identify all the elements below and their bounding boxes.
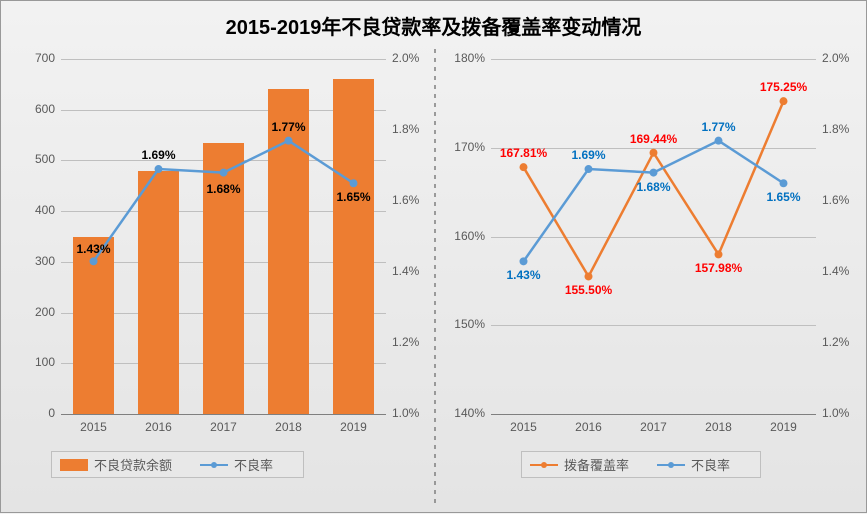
legend-left: 不良贷款余额 不良率 (51, 451, 304, 478)
legend-line (530, 464, 558, 466)
legend-swatch (60, 459, 88, 471)
legend-label: 不良率 (234, 455, 273, 474)
legend-label: 拨备覆盖率 (564, 455, 629, 474)
legend-label: 不良率 (691, 455, 730, 474)
legend-label: 不良贷款余额 (94, 455, 172, 474)
legend-right: 拨备覆盖率 不良率 (521, 451, 761, 478)
legend-line (200, 464, 228, 466)
panel-divider (1, 1, 867, 514)
legend-line (657, 464, 685, 466)
